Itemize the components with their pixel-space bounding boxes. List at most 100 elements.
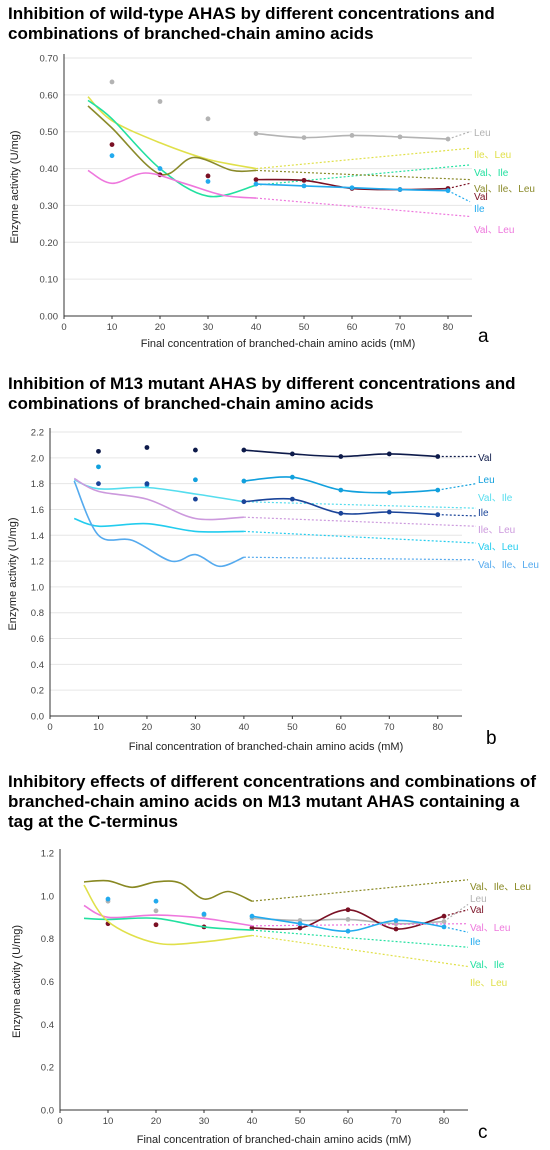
series-1: Ile、Leu [87, 96, 511, 170]
data-point [253, 181, 259, 187]
data-point [289, 474, 295, 480]
series-fit-curve [83, 917, 253, 931]
y-tick-label: 1.4 [31, 531, 44, 542]
x-tick-label: 40 [239, 722, 250, 733]
y-tick-label: 0.6 [41, 977, 54, 988]
series-1: Leu [96, 464, 495, 496]
y-tick-label: 1.2 [41, 849, 54, 860]
series-label: Val、Ile [470, 960, 505, 971]
x-tick-label: 50 [287, 722, 298, 733]
x-tick-label: 10 [93, 722, 104, 733]
data-point [241, 447, 247, 453]
y-tick-label: 0.0 [41, 1106, 54, 1117]
data-point [205, 173, 211, 179]
data-point [338, 454, 344, 459]
data-point [393, 918, 399, 923]
y-tick-label: 2.2 [31, 428, 44, 439]
series-2: Val [105, 905, 484, 932]
series-fit-curve [87, 169, 257, 199]
data-point [153, 922, 159, 928]
series-fit-curve [73, 517, 244, 533]
series-label: Val、Leu [470, 923, 510, 934]
data-point [345, 928, 351, 934]
data-point [386, 451, 392, 457]
series-fit-curve [87, 96, 257, 170]
panel-letter: c [478, 1122, 488, 1143]
series-4: Ile [105, 896, 481, 948]
chart-title: Inhibition of wild-type AHAS by differen… [8, 4, 495, 43]
y-tick-label: 0.60 [40, 90, 59, 101]
y-tick-label: 0.4 [31, 660, 44, 671]
y-tick-label: 1.8 [31, 479, 44, 490]
x-tick-label: 50 [299, 322, 310, 333]
y-tick-label: 0.40 [40, 164, 59, 175]
data-point [201, 911, 207, 917]
series-extrapolation [251, 929, 469, 948]
data-point [193, 447, 198, 453]
series-4: Ile、Leu [73, 477, 515, 536]
x-axis-label: Final concentration of branched-chain am… [137, 1134, 412, 1146]
data-point [153, 908, 159, 914]
x-axis-label: Final concentration of branched-chain am… [129, 741, 404, 753]
series-5: Val、Leu [73, 517, 518, 553]
series-extrapolation [251, 879, 469, 902]
data-point [297, 925, 303, 931]
series-label: Ile [470, 937, 481, 948]
series-label: Leu [474, 128, 491, 139]
data-point [393, 926, 399, 932]
series-label: Val [470, 905, 484, 916]
series-extrapolation [243, 516, 477, 527]
series-label: Val、Ile、Leu [470, 882, 531, 893]
series-6: Val、Ile、Leu [73, 480, 539, 571]
series-label: Val、Ile、Leu [474, 184, 535, 195]
x-tick-label: 40 [247, 1116, 258, 1127]
series-label: Val、Ile [478, 493, 513, 504]
series-extrapolation [251, 934, 469, 968]
series-label: Val、Ile、Leu [478, 560, 539, 571]
series-extrapolation [243, 501, 477, 509]
series-label: Ile [474, 204, 485, 215]
series-fit-curve [83, 884, 253, 946]
series-3: Val、Ile、Leu [87, 105, 535, 195]
series-extrapolation [437, 483, 477, 491]
data-point [241, 478, 247, 484]
y-tick-label: 1.0 [41, 891, 54, 902]
data-point [193, 496, 198, 502]
series-0: Val、Ile、Leu [83, 879, 531, 902]
data-point [338, 510, 344, 516]
series-label: Ile [478, 508, 489, 519]
data-point [297, 921, 303, 927]
y-tick-label: 0.20 [40, 238, 59, 249]
series-fit-curve [73, 480, 245, 568]
panel-letter: b [486, 728, 497, 749]
series-fit-curve [83, 904, 253, 927]
data-point [253, 131, 259, 136]
x-tick-label: 30 [203, 322, 214, 333]
x-tick-label: 20 [142, 722, 153, 733]
data-point [157, 166, 163, 171]
data-point [144, 445, 150, 450]
y-tick-label: 1.6 [31, 505, 44, 516]
x-tick-label: 20 [151, 1116, 162, 1127]
series-extrapolation [443, 903, 469, 923]
series-label: Val、Leu [474, 225, 514, 236]
data-point [349, 185, 355, 191]
data-point [109, 142, 115, 148]
series-fit-curve [83, 879, 253, 902]
x-axis-label: Final concentration of branched-chain am… [141, 338, 416, 350]
data-point [96, 448, 101, 454]
y-tick-label: 0.00 [40, 312, 59, 323]
series-label: Ile、Leu [478, 525, 515, 536]
x-tick-label: 30 [199, 1116, 210, 1127]
data-point [153, 898, 159, 904]
chart-title: Inhibitory effects of different concentr… [8, 772, 536, 831]
y-tick-label: 0.8 [41, 934, 54, 945]
data-point [349, 133, 355, 138]
series-6: Val、Leu [87, 169, 514, 236]
data-point [289, 496, 295, 502]
x-tick-label: 70 [391, 1116, 402, 1127]
data-point [338, 487, 344, 493]
panel-letter: a [478, 326, 489, 347]
data-point [386, 490, 392, 496]
series-label: Leu [470, 894, 487, 905]
